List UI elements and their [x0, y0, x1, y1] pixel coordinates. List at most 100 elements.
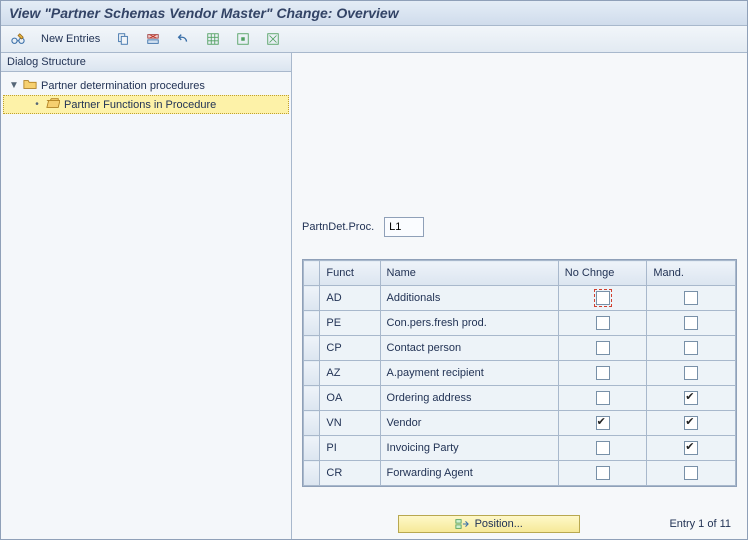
- checkbox-nochange[interactable]: [596, 466, 610, 480]
- cell-nochange: [558, 386, 647, 411]
- row-selector[interactable]: [304, 411, 320, 436]
- cell-funct[interactable]: AZ: [320, 361, 380, 386]
- row-selector-header[interactable]: [304, 261, 320, 286]
- deselect-all-button[interactable]: [262, 30, 284, 48]
- grid-block-icon: [236, 32, 250, 46]
- checkbox-nochange[interactable]: [596, 291, 610, 305]
- delete-button[interactable]: [142, 30, 164, 48]
- position-icon: [455, 518, 469, 530]
- folder-icon: [23, 78, 37, 93]
- new-entries-button[interactable]: New Entries: [37, 31, 104, 47]
- col-mand-header[interactable]: Mand.: [647, 261, 736, 286]
- col-funct-header[interactable]: Funct: [320, 261, 380, 286]
- cell-nochange: [558, 336, 647, 361]
- cell-funct[interactable]: PE: [320, 311, 380, 336]
- cell-funct[interactable]: CP: [320, 336, 380, 361]
- table-footer: Position... Entry 1 of 11: [302, 515, 737, 533]
- table-row: CPContact person: [304, 336, 736, 361]
- row-selector[interactable]: [304, 461, 320, 486]
- row-selector[interactable]: [304, 286, 320, 311]
- cell-nochange: [558, 436, 647, 461]
- col-nochange-header[interactable]: No Chnge: [558, 261, 647, 286]
- table-header-row: Funct Name No Chnge Mand.: [304, 261, 736, 286]
- glasses-pencil-icon: [11, 32, 25, 46]
- col-name-header[interactable]: Name: [380, 261, 558, 286]
- tree: ▼ Partner determination procedures •Partne…: [1, 72, 291, 119]
- row-selector[interactable]: [304, 361, 320, 386]
- checkbox-mand[interactable]: [684, 391, 698, 405]
- select-all-button[interactable]: [202, 30, 224, 48]
- grid-select-icon: [206, 32, 220, 46]
- checkbox-mand[interactable]: [684, 366, 698, 380]
- cell-funct[interactable]: CR: [320, 461, 380, 486]
- copy-icon: [116, 32, 130, 46]
- cell-mand: [647, 461, 736, 486]
- toolbar: New Entries: [1, 26, 747, 53]
- entry-counter: Entry 1 of 11: [669, 518, 731, 530]
- cell-name[interactable]: Contact person: [380, 336, 558, 361]
- page-title: View "Partner Schemas Vendor Master" Cha…: [1, 1, 747, 26]
- table-row: PIInvoicing Party: [304, 436, 736, 461]
- checkbox-nochange[interactable]: [596, 341, 610, 355]
- checkbox-nochange[interactable]: [596, 391, 610, 405]
- cell-mand: [647, 361, 736, 386]
- cell-funct[interactable]: VN: [320, 411, 380, 436]
- cell-mand: [647, 286, 736, 311]
- toggle-display-change-button[interactable]: [7, 30, 29, 48]
- table-row: CRForwarding Agent: [304, 461, 736, 486]
- table-row: VNVendor: [304, 411, 736, 436]
- cell-funct[interactable]: AD: [320, 286, 380, 311]
- checkbox-mand[interactable]: [684, 441, 698, 455]
- table-row: OAOrdering address: [304, 386, 736, 411]
- cell-funct[interactable]: OA: [320, 386, 380, 411]
- position-button[interactable]: Position...: [398, 515, 580, 533]
- checkbox-nochange[interactable]: [596, 441, 610, 455]
- checkbox-mand[interactable]: [684, 341, 698, 355]
- row-selector[interactable]: [304, 311, 320, 336]
- checkbox-nochange[interactable]: [596, 316, 610, 330]
- new-entries-label: New Entries: [41, 33, 100, 45]
- tree-item[interactable]: ▼ Partner determination procedures: [3, 77, 289, 94]
- cell-funct[interactable]: PI: [320, 436, 380, 461]
- table-row: AZA.payment recipient: [304, 361, 736, 386]
- checkbox-nochange[interactable]: [596, 416, 610, 430]
- undo-button[interactable]: [172, 30, 194, 48]
- window: View "Partner Schemas Vendor Master" Cha…: [0, 0, 748, 540]
- cell-name[interactable]: Additionals: [380, 286, 558, 311]
- cell-mand: [647, 336, 736, 361]
- tree-item[interactable]: •Partner Functions in Procedure: [3, 95, 289, 114]
- cell-name[interactable]: Vendor: [380, 411, 558, 436]
- checkbox-mand[interactable]: [684, 316, 698, 330]
- delete-row-icon: [146, 32, 160, 46]
- cell-name[interactable]: A.payment recipient: [380, 361, 558, 386]
- partner-functions-table: Funct Name No Chnge Mand. ADAdditionalsP…: [302, 259, 737, 487]
- cell-nochange: [558, 461, 647, 486]
- cell-nochange: [558, 311, 647, 336]
- row-selector[interactable]: [304, 386, 320, 411]
- cell-name[interactable]: Ordering address: [380, 386, 558, 411]
- row-selector[interactable]: [304, 336, 320, 361]
- cell-mand: [647, 436, 736, 461]
- checkbox-nochange[interactable]: [596, 366, 610, 380]
- checkbox-mand[interactable]: [684, 466, 698, 480]
- collapse-icon[interactable]: ▼: [9, 80, 19, 91]
- select-block-button[interactable]: [232, 30, 254, 48]
- checkbox-mand[interactable]: [684, 416, 698, 430]
- dialog-structure-sidebar: Dialog Structure ▼Partner determination …: [1, 53, 292, 539]
- cell-mand: [647, 311, 736, 336]
- folder-open-icon: [46, 97, 60, 112]
- cell-nochange: [558, 286, 647, 311]
- cell-name[interactable]: Invoicing Party: [380, 436, 558, 461]
- partndetproc-field-row: PartnDet.Proc.: [302, 217, 737, 237]
- cell-nochange: [558, 411, 647, 436]
- table-row: ADAdditionals: [304, 286, 736, 311]
- cell-name[interactable]: Forwarding Agent: [380, 461, 558, 486]
- bullet-icon: •: [32, 99, 42, 110]
- copy-as-button[interactable]: [112, 30, 134, 48]
- grid-deselect-icon: [266, 32, 280, 46]
- tree-item-label: Partner determination procedures: [41, 80, 205, 92]
- checkbox-mand[interactable]: [684, 291, 698, 305]
- cell-name[interactable]: Con.pers.fresh prod.: [380, 311, 558, 336]
- partndetproc-input[interactable]: [384, 217, 424, 237]
- row-selector[interactable]: [304, 436, 320, 461]
